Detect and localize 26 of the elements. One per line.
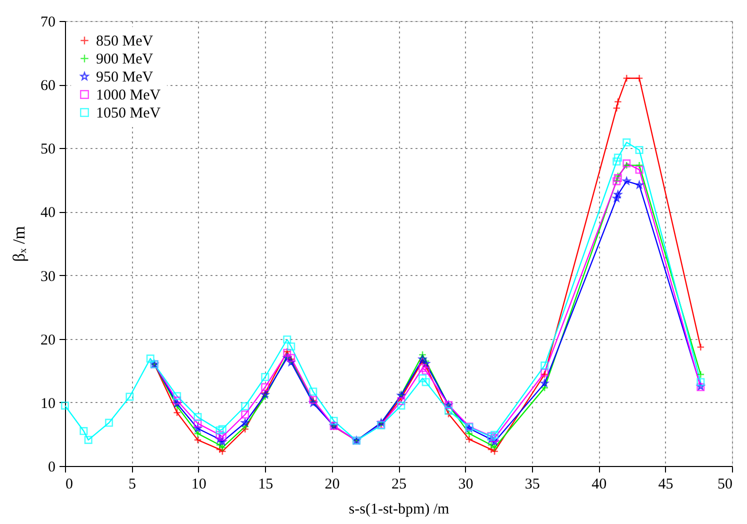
- y-tick-label: 70: [40, 14, 56, 30]
- y-tick-label: 40: [40, 205, 56, 222]
- x-tick-label: 30: [458, 476, 474, 492]
- legend-label: 850 MeV: [96, 34, 154, 50]
- x-tick-label: 50: [718, 476, 732, 492]
- y-axis-title: βₓ /m: [10, 226, 28, 262]
- x-tick-label: 10: [191, 476, 206, 492]
- y-tick-label: 50: [40, 142, 56, 158]
- legend-label: 1050 MeV: [96, 106, 161, 122]
- x-axis-title: s-s(1-st-bpm) /m: [348, 502, 450, 518]
- y-tick-label: 0: [48, 460, 56, 476]
- x-tick-label: 25: [392, 476, 406, 492]
- legend-label: 950 MeV: [96, 70, 154, 86]
- y-tick-label: 20: [40, 332, 56, 348]
- x-tick-label: 20: [324, 476, 340, 492]
- x-tick-label: 15: [258, 476, 274, 492]
- x-tick-label: 40: [592, 476, 607, 492]
- legend-label: 1000 MeV: [96, 88, 161, 104]
- y-tick-label: 60: [40, 78, 56, 94]
- y-tick-label: 30: [40, 268, 56, 285]
- x-tick-label: 5: [128, 476, 136, 492]
- x-tick-label: 45: [658, 476, 674, 492]
- legend-label: 900 MeV: [96, 52, 154, 68]
- x-tick-label: 35: [524, 476, 540, 492]
- y-tick-label: 10: [40, 396, 56, 412]
- x-tick-label: 0: [66, 476, 73, 492]
